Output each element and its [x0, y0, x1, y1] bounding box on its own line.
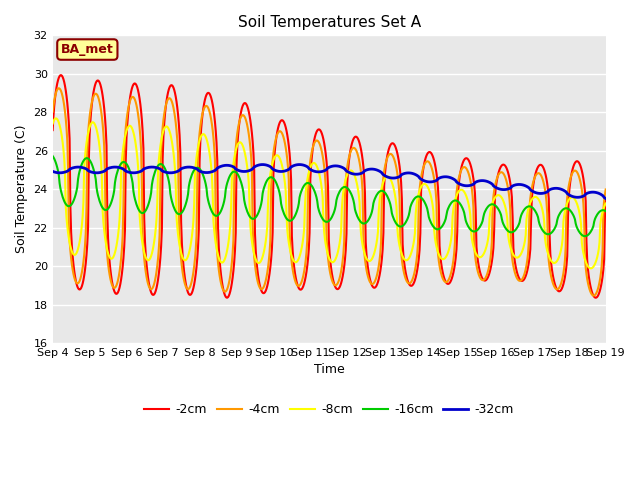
-8cm [202, 134, 209, 140]
-16cm [413, 194, 420, 200]
-32cm [413, 173, 421, 179]
-4cm [49, 109, 56, 115]
-2cm [202, 94, 209, 100]
Title: Soil Temperatures Set A: Soil Temperatures Set A [237, 15, 420, 30]
-2cm [602, 197, 609, 203]
-8cm [116, 202, 124, 207]
-8cm [413, 197, 421, 203]
-4cm [413, 251, 421, 257]
-16cm [201, 178, 209, 184]
-32cm [259, 162, 266, 168]
-2cm [173, 98, 180, 104]
-8cm [52, 116, 60, 121]
Line: -32cm: -32cm [52, 165, 605, 199]
-4cm [202, 103, 209, 109]
-4cm [55, 85, 63, 91]
-2cm [592, 295, 600, 300]
-2cm [116, 281, 124, 287]
-4cm [60, 98, 67, 104]
Line: -8cm: -8cm [52, 119, 605, 268]
-4cm [116, 263, 124, 268]
-4cm [589, 293, 597, 299]
Line: -4cm: -4cm [52, 88, 605, 296]
-16cm [602, 208, 609, 214]
Line: -2cm: -2cm [52, 75, 605, 298]
-8cm [602, 201, 609, 206]
-32cm [397, 172, 405, 178]
-2cm [397, 179, 405, 185]
-4cm [602, 187, 609, 192]
-16cm [397, 224, 404, 229]
-16cm [172, 208, 180, 214]
-32cm [172, 169, 180, 175]
Legend: -2cm, -4cm, -8cm, -16cm, -32cm: -2cm, -4cm, -8cm, -16cm, -32cm [140, 398, 519, 421]
-8cm [588, 265, 595, 271]
-16cm [59, 194, 67, 200]
-32cm [602, 196, 609, 202]
-2cm [60, 76, 67, 82]
-8cm [173, 214, 180, 219]
-8cm [49, 120, 56, 126]
Text: BA_met: BA_met [61, 43, 114, 56]
-16cm [49, 153, 56, 159]
-4cm [397, 250, 405, 255]
-2cm [49, 127, 56, 133]
-2cm [58, 72, 65, 78]
-32cm [116, 165, 124, 170]
Line: -16cm: -16cm [52, 156, 605, 236]
-32cm [49, 168, 56, 174]
-8cm [60, 146, 67, 152]
-4cm [173, 127, 180, 133]
-16cm [581, 233, 589, 239]
-2cm [413, 267, 421, 273]
X-axis label: Time: Time [314, 363, 344, 376]
-32cm [59, 170, 67, 176]
-16cm [116, 163, 124, 169]
-32cm [201, 169, 209, 175]
-8cm [397, 249, 405, 255]
Y-axis label: Soil Temperature (C): Soil Temperature (C) [15, 125, 28, 253]
